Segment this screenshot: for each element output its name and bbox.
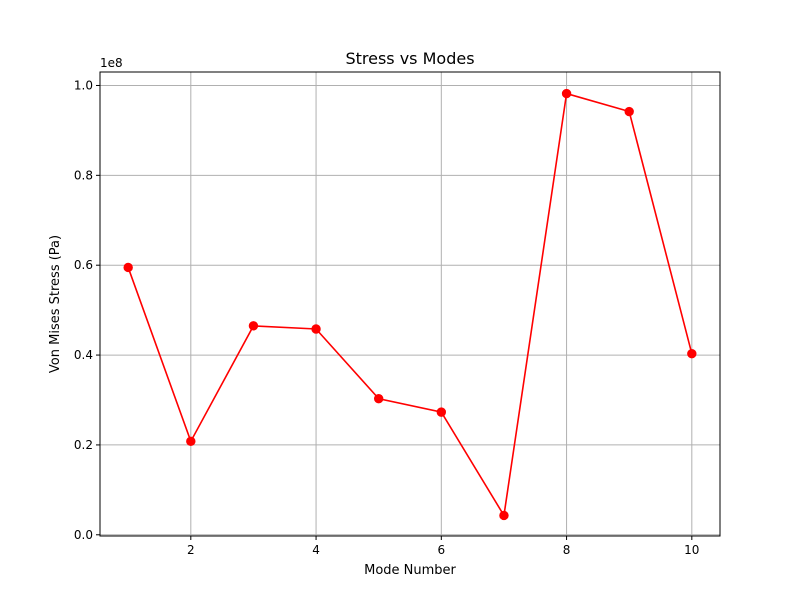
x-tick-label: 6 (437, 543, 445, 557)
chart-title: Stress vs Modes (345, 49, 474, 68)
data-point-marker (561, 88, 572, 99)
x-tick-label: 2 (187, 543, 195, 557)
y-tick-label: 0.4 (74, 348, 93, 362)
grid (100, 72, 720, 536)
y-axis-offset-label: 1e8 (100, 56, 123, 70)
y-tick-label: 0.6 (74, 258, 93, 272)
y-axis-label: Von Mises Stress (Pa) (48, 235, 63, 373)
y-tick-label: 0.2 (74, 438, 93, 452)
data-point-marker (248, 321, 259, 331)
y-tick-label: 1.0 (74, 78, 93, 92)
data-point-marker (687, 349, 697, 359)
y-axis-ticks: 0.0 0.2 0.4 0.6 0.8 1.0 (74, 78, 100, 542)
data-point-marker (624, 106, 634, 117)
x-axis-label: Mode Number (364, 563, 456, 578)
x-tick-label: 10 (684, 543, 699, 557)
plot-area-border (99, 71, 721, 537)
data-point-marker (311, 324, 321, 334)
y-tick-label: 0.8 (74, 168, 93, 182)
series-line (127, 92, 693, 518)
data-point-marker (499, 510, 509, 521)
x-tick-label: 4 (312, 543, 320, 557)
data-point-marker (436, 407, 447, 417)
data-point-marker (373, 393, 384, 404)
x-axis-ticks: 2 4 6 8 10 (187, 536, 699, 557)
axes-frame (99, 71, 721, 537)
data-point-marker (123, 262, 133, 273)
data-point-marker (186, 436, 196, 447)
y-tick-label: 0.0 (74, 528, 93, 542)
series-line-group (123, 88, 697, 521)
x-tick-label: 8 (563, 543, 571, 557)
